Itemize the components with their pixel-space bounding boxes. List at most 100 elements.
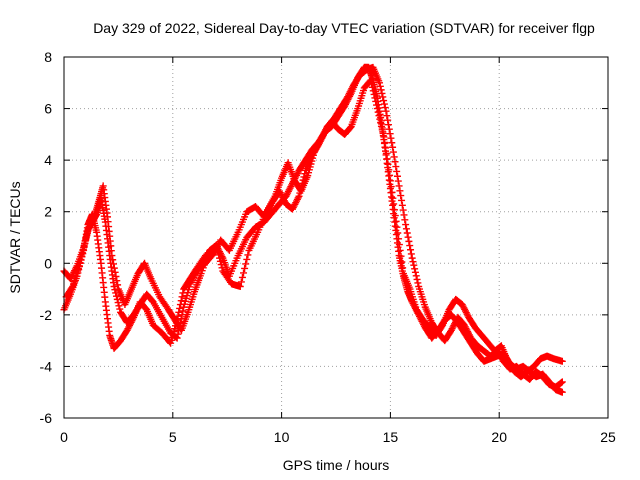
data-point — [461, 307, 469, 315]
data-point — [188, 277, 196, 285]
data-point — [383, 155, 391, 163]
data-point — [314, 140, 322, 148]
data-point — [114, 281, 122, 289]
data-point — [405, 237, 413, 245]
data-point — [382, 149, 390, 157]
data-point — [78, 249, 86, 257]
data-point — [314, 142, 322, 150]
data-point — [408, 254, 416, 262]
data-point — [395, 182, 403, 190]
data-point — [406, 242, 414, 250]
data-point — [290, 202, 298, 210]
data-point — [368, 80, 376, 88]
data-point — [448, 325, 456, 333]
data-point — [111, 268, 119, 276]
data-point — [464, 328, 472, 336]
data-point — [76, 259, 84, 267]
data-point — [110, 260, 118, 268]
data-point — [186, 280, 194, 288]
data-point — [367, 76, 375, 84]
data-point — [377, 122, 385, 130]
data-point — [370, 90, 378, 98]
data-point — [110, 264, 118, 272]
data-point — [79, 246, 87, 254]
data-point — [403, 229, 411, 237]
data-point — [463, 310, 471, 318]
data-point — [295, 192, 303, 200]
data-point — [371, 94, 379, 102]
data-point — [216, 254, 224, 262]
data-point — [558, 378, 566, 386]
data-point — [78, 252, 86, 260]
data-point — [243, 255, 251, 263]
data-point — [380, 100, 388, 108]
data-point — [238, 273, 246, 281]
data-point — [392, 163, 400, 171]
x-tick-label: 10 — [274, 429, 290, 445]
data-point — [345, 91, 353, 99]
y-axis-label: SDTVAR / TECUs — [7, 181, 23, 293]
data-point — [368, 83, 376, 91]
data-point — [125, 323, 133, 331]
data-point — [380, 133, 388, 141]
data-point — [391, 212, 399, 220]
data-point — [372, 97, 380, 105]
data-point — [379, 129, 387, 137]
data-point — [379, 93, 387, 101]
data-point — [407, 246, 415, 254]
data-point — [292, 199, 300, 207]
data-point — [218, 264, 226, 272]
data-point — [393, 167, 401, 175]
data-point — [386, 171, 394, 179]
data-point — [413, 275, 421, 283]
data-point — [344, 93, 352, 101]
y-tick-label: 8 — [44, 49, 52, 65]
data-point — [400, 211, 408, 219]
data-point — [81, 239, 89, 247]
data-point — [383, 112, 391, 120]
data-point — [280, 197, 288, 205]
data-point — [396, 246, 404, 254]
data-point — [382, 107, 390, 115]
data-point — [287, 183, 295, 191]
data-point — [458, 301, 466, 309]
data-point — [377, 119, 385, 127]
data-point — [399, 206, 407, 214]
data-point — [174, 330, 182, 338]
data-point — [67, 273, 75, 281]
data-point — [461, 323, 469, 331]
data-point — [451, 320, 459, 328]
data-point — [241, 264, 249, 272]
data-point — [461, 305, 469, 313]
data-point — [397, 252, 405, 260]
y-tick-label: -2 — [40, 307, 53, 323]
data-point — [311, 147, 319, 155]
data-point — [386, 177, 394, 185]
data-point — [558, 388, 566, 396]
data-point — [390, 200, 398, 208]
y-tick-label: -6 — [40, 410, 53, 426]
data-point — [387, 183, 395, 191]
data-point — [110, 282, 118, 290]
data-point — [407, 250, 415, 258]
data-point — [278, 192, 286, 200]
data-point — [316, 137, 324, 145]
data-point — [462, 309, 470, 317]
chart-title: Day 329 of 2022, Sidereal Day-to-day VTE… — [93, 20, 595, 36]
plot-frame — [63, 56, 609, 419]
data-point — [293, 197, 301, 205]
data-point — [293, 195, 301, 203]
data-point — [236, 282, 244, 290]
x-axis-label: GPS time / hours — [283, 457, 390, 473]
data-point — [343, 94, 351, 102]
data-point — [386, 130, 394, 138]
data-point — [280, 195, 288, 203]
data-point — [346, 88, 354, 96]
data-point — [464, 329, 472, 337]
data-point — [393, 223, 401, 231]
data-point — [179, 307, 187, 315]
data-point — [459, 302, 467, 310]
data-point — [109, 256, 117, 264]
data-point — [190, 272, 198, 280]
data-point — [376, 82, 384, 90]
